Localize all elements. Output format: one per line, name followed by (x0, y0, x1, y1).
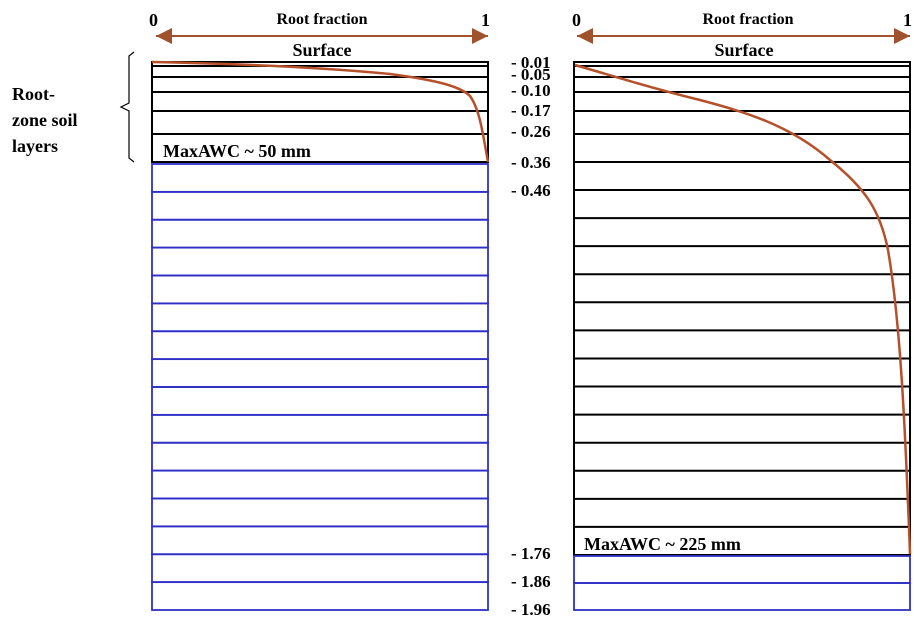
depth-label: - 0.17 (511, 101, 551, 120)
depth-label: - 0.01 (511, 53, 551, 72)
left-axis-max: 1 (481, 10, 490, 30)
right-deep-layer (573, 582, 911, 611)
left-deep-layer (151, 163, 489, 193)
root-zone-brace (119, 51, 135, 163)
right-axis-max: 1 (903, 10, 912, 30)
right-surface-label: Surface (715, 40, 774, 60)
right-deep-layers (573, 555, 911, 611)
side-label-line3: layers (12, 136, 58, 156)
depth-label: - 0.05 (511, 65, 551, 84)
depth-label: - 1.96 (511, 600, 551, 619)
left-deep-layer (151, 218, 489, 249)
left-deep-layer (151, 190, 489, 221)
side-label-line2: zone soil (12, 110, 78, 130)
depth-label: - 1.76 (511, 544, 551, 563)
depth-label: - 1.86 (511, 572, 551, 591)
depth-label: - 0.10 (511, 81, 551, 100)
right-deep-layer (573, 555, 911, 584)
right-root-fraction-curve (574, 63, 912, 555)
left-max-awc-label: MaxAWC ~ 50 mm (163, 141, 311, 161)
depth-label: - 0.26 (511, 122, 551, 141)
right-axis-min: 0 (572, 10, 581, 30)
left-deep-layer (151, 525, 489, 556)
left-deep-layer (151, 469, 489, 500)
right-depth-labels: - 0.01- 0.05- 0.10- 0.17 - 0.26 - 0.36 - 0.… (511, 53, 551, 619)
left-deep-layer (151, 497, 489, 528)
left-root-fraction-curve (151, 60, 490, 163)
right-panel: 0 Root fraction 1 Surface - 0.01- 0.05- … (511, 10, 912, 619)
left-panel: 0 Root fraction 1 Surface MaxAWC ~ 50 mm (149, 10, 490, 611)
left-deep-layer (151, 413, 489, 444)
left-axis-min: 0 (149, 10, 158, 30)
left-deep-layer (151, 581, 489, 611)
left-axis-title: Root fraction (276, 11, 367, 28)
left-deep-layer (151, 441, 489, 472)
left-surface-label: Surface (293, 40, 352, 60)
left-deep-layer (151, 553, 489, 584)
left-deep-layer (151, 302, 489, 333)
right-max-awc-label: MaxAWC ~ 225 mm (584, 534, 741, 554)
side-label-line1: Root- (12, 84, 55, 104)
left-deep-layers (151, 163, 489, 611)
depth-label: - 0.36 (511, 153, 551, 172)
right-axis-title: Root fraction (702, 11, 793, 28)
left-deep-layer (151, 386, 489, 416)
left-deep-layer (151, 330, 489, 361)
left-deep-layer (151, 358, 489, 388)
right-rootzone-box (573, 61, 911, 556)
right-rootzone-layers (573, 61, 911, 556)
left-deep-layer (151, 246, 489, 277)
left-rootzone-layers (151, 61, 489, 163)
depth-label: - 0.46 (511, 181, 551, 200)
left-deep-layer (151, 274, 489, 305)
